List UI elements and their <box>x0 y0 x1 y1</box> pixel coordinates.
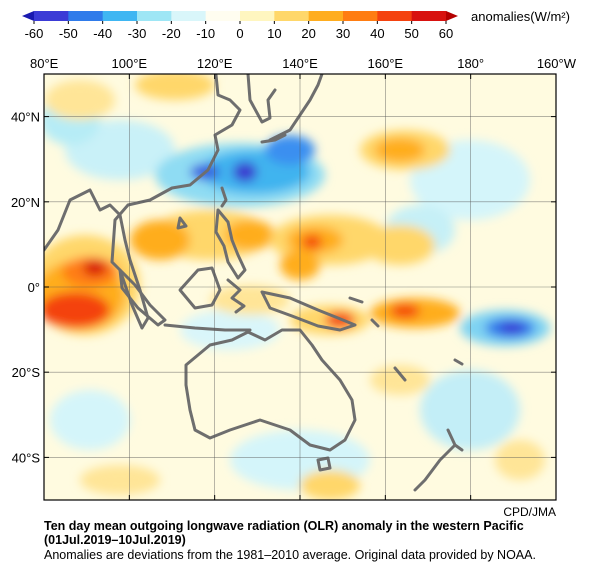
latitude-labels: 40°N 20°N 0° 20°S 40°S <box>11 110 40 466</box>
coastline-australia <box>184 328 357 452</box>
coastline-taiwan <box>220 186 228 208</box>
colorbar-swatch <box>102 11 138 21</box>
colorbar-tick-label: 60 <box>439 26 453 41</box>
data-credit: CPD/JMA <box>503 505 556 519</box>
coastline-borneo <box>178 266 222 310</box>
lat-label: 0° <box>28 280 40 295</box>
figure-title: Ten day mean outgoing longwave radiation… <box>44 519 524 533</box>
anomaly-patch <box>365 225 435 265</box>
coastline-new-zealand <box>413 428 464 492</box>
map-tick-marks <box>43 74 557 500</box>
colorbar-swatch <box>137 11 172 21</box>
colorbar-tick-label: -30 <box>128 26 147 41</box>
lon-label: 140°E <box>282 56 318 71</box>
lon-label: 120°E <box>197 56 233 71</box>
colorbar-swatch <box>240 11 275 21</box>
anomaly-patch <box>135 74 215 100</box>
coastline-philippines <box>214 208 247 280</box>
coastlines <box>44 74 464 492</box>
colorbar-legend: -60 -50 -40 -30 -20 -10 0 10 20 30 40 50 60 anomalie… <box>22 9 570 41</box>
anomaly-patch <box>265 135 315 165</box>
colorbar-swatch <box>308 11 344 21</box>
lon-label: 100°E <box>112 56 148 71</box>
colorbar-tick-label: -10 <box>196 26 215 41</box>
colorbar-high-arrow <box>446 11 458 21</box>
lon-label: 160°E <box>368 56 404 71</box>
anomaly-patch <box>50 390 130 450</box>
lon-label: 80°E <box>30 56 59 71</box>
coastline-tasmania <box>316 456 332 472</box>
coastline-sulawesi <box>226 278 246 314</box>
lon-label: 180° <box>457 56 484 71</box>
anomaly-patch <box>420 370 520 450</box>
colorbar-swatch <box>377 11 413 21</box>
figure-period: (01Jul.2019–10Jul.2019) <box>44 533 186 547</box>
anomaly-patch <box>370 365 430 395</box>
colorbar-tick-label: -50 <box>59 26 78 41</box>
colorbar-swatch <box>274 11 310 21</box>
anomaly-patch <box>375 138 425 162</box>
lat-label: 20°S <box>12 365 41 380</box>
figure-note: Anomalies are deviations from the 1981–2… <box>44 548 536 562</box>
coastline-islands <box>348 296 380 328</box>
coastline-asia <box>44 74 242 330</box>
colorbar-swatch <box>68 11 104 21</box>
anomaly-patch <box>300 470 360 500</box>
colorbar-tick-label: -60 <box>25 26 44 41</box>
anomaly-patch <box>225 220 275 250</box>
colorbar-tick-label: 50 <box>404 26 418 41</box>
anomaly-patch <box>83 260 107 276</box>
coastline-sumatra <box>118 268 167 327</box>
colorbar-tick-label: 10 <box>267 26 281 41</box>
coastline-hainan <box>176 216 188 230</box>
colorbar-swatch <box>171 11 207 21</box>
anomaly-patch <box>302 235 322 249</box>
graticule <box>44 74 556 500</box>
colorbar-swatch <box>411 11 447 21</box>
coastline-korea <box>246 74 277 124</box>
colorbar-swatch <box>343 11 378 21</box>
coastline-new-caledonia <box>393 366 407 382</box>
colorbar-tick-label: 40 <box>370 26 384 41</box>
anomaly-patch <box>80 465 160 495</box>
lon-label: 160°W <box>537 56 577 71</box>
anomaly-patch <box>390 304 420 318</box>
lat-label: 20°N <box>11 195 40 210</box>
longitude-labels: 80°E 100°E 120°E 140°E 160°E 180° 160°W <box>30 56 577 71</box>
anomaly-patch <box>44 292 110 328</box>
colorbar-low-arrow <box>22 11 34 21</box>
lat-label: 40°S <box>12 450 41 465</box>
anomaly-patch <box>45 80 115 120</box>
coastline-java <box>163 323 252 332</box>
anomaly-patch <box>233 162 257 182</box>
coastline-japan <box>268 74 324 142</box>
anomaly-patch <box>130 220 190 260</box>
colorbar-swatch <box>34 11 69 21</box>
colorbar-tick-label: 20 <box>301 26 315 41</box>
colorbar-tick-label: 30 <box>336 26 350 41</box>
anomaly-patch <box>495 440 545 480</box>
colorbar-tick-label: -20 <box>162 26 181 41</box>
colorbar-tick-label: -40 <box>93 26 112 41</box>
colorbar-swatch <box>205 11 241 21</box>
colorbar-unit-label: anomalies(W/m²) <box>471 9 570 24</box>
coastline-fiji <box>453 358 464 366</box>
lat-label: 40°N <box>11 110 40 125</box>
anomaly-patch <box>499 322 525 334</box>
coastline-japan-south <box>260 133 287 144</box>
map-panel <box>43 73 557 501</box>
coastline-new-guinea <box>260 290 357 332</box>
colorbar-tick-label: 0 <box>236 26 243 41</box>
